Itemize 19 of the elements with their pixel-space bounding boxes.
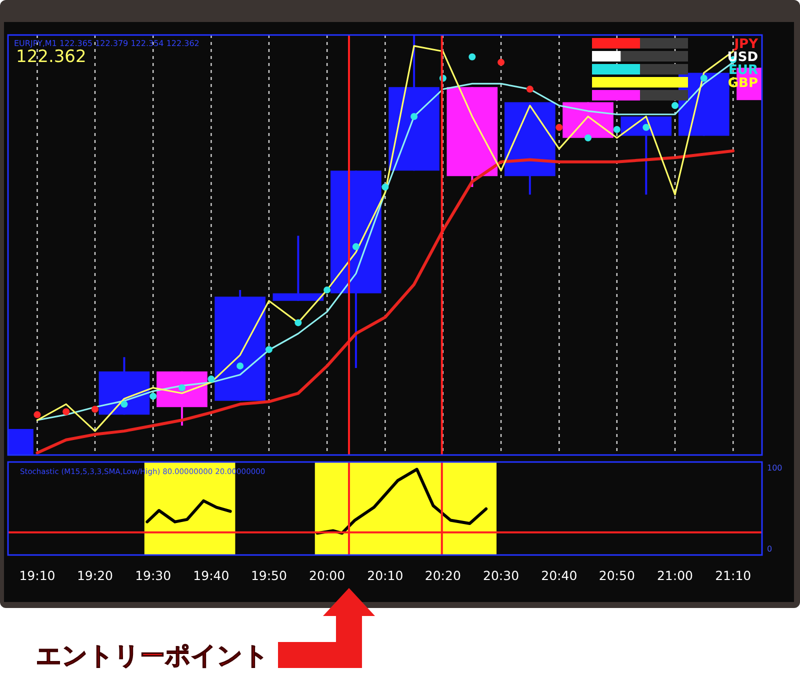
x-tick-label: 19:40 [193, 568, 230, 583]
x-tick-label: 20:00 [309, 568, 346, 583]
x-tick-label: 19:10 [19, 568, 56, 583]
x-tick-label: 20:50 [598, 568, 635, 583]
y-tick-label: JPY [733, 37, 759, 52]
x-tick-label: 20:30 [483, 568, 520, 583]
x-tick-label: 19:20 [76, 568, 114, 583]
text: エントリーポイント [36, 641, 269, 670]
y-tick-label: 100 [767, 464, 782, 473]
x-tick-label: 19:30 [135, 568, 172, 583]
y-tick-label: 0 [767, 544, 772, 554]
x-tick-label: 20:10 [367, 568, 404, 583]
annotation: 122.362 [16, 47, 86, 67]
x-tick-label: 19:50 [250, 568, 288, 583]
annotation: EURJPY,M1 122.365 122.379 122.354 122.362 [14, 39, 200, 48]
x-tick-label: 20:40 [541, 568, 578, 583]
x-tick-label: 20:20 [424, 568, 461, 583]
x-tick-label: 21:00 [657, 568, 694, 583]
x-tick-label: 21:10 [715, 568, 752, 583]
